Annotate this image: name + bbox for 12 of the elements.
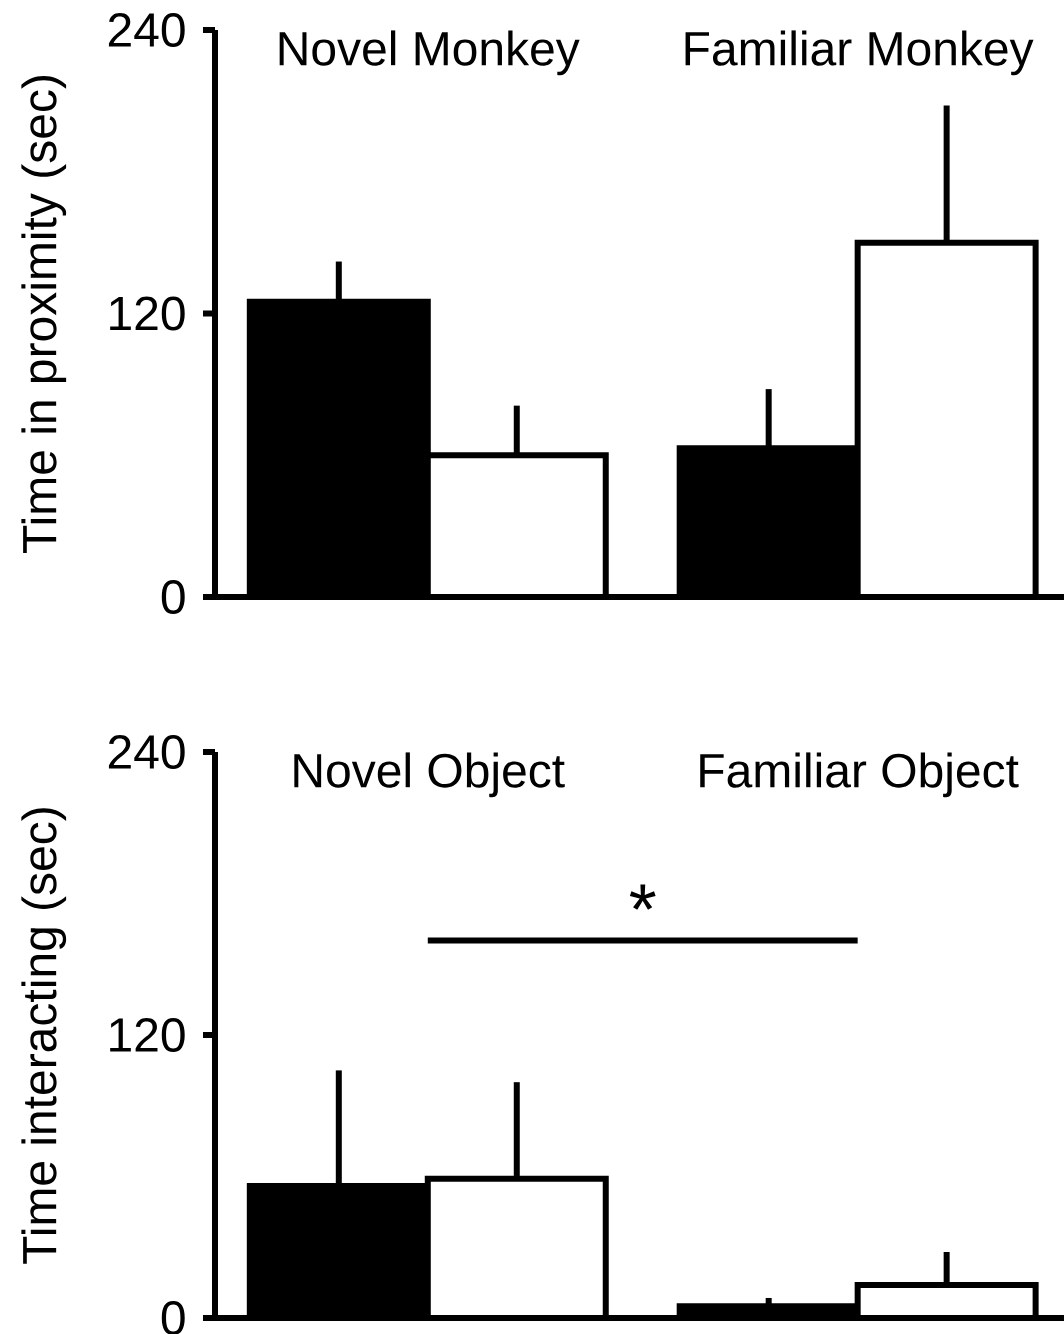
y-tick-label: 240 <box>108 13 185 47</box>
annotation: * <box>629 884 656 910</box>
x-tick-label: Familiar Monkey <box>685 30 1034 76</box>
x-tick-label: Familiar Object <box>700 752 1019 798</box>
y-tick-label: 120 <box>110 1018 185 1053</box>
x-tick-label: Novel Monkey <box>279 30 580 76</box>
x-tick-label: Novel Object <box>294 752 565 798</box>
y-axis-title: Time interacting (sec) <box>21 808 67 1264</box>
y-tick-label: 240 <box>108 735 185 770</box>
y-tick-label: 120 <box>110 296 185 331</box>
y-tick-label: 0 <box>161 580 185 614</box>
y-axis-title: Time in proximity (sec) <box>21 76 67 553</box>
